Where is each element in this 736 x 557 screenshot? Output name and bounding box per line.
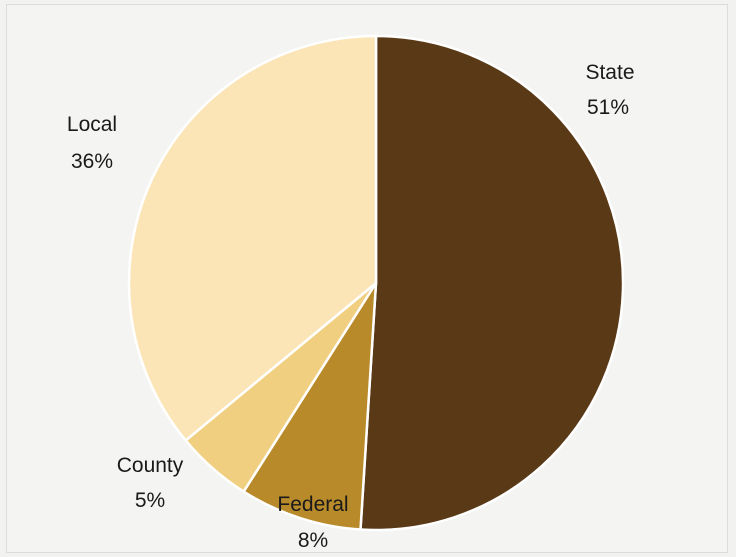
pie-slice-local bbox=[127, 34, 378, 443]
label-federal-name: Federal bbox=[277, 493, 348, 516]
label-state-value: 51% bbox=[587, 96, 629, 119]
pie-slice-federal bbox=[241, 282, 378, 531]
pie-slice-state bbox=[359, 34, 625, 532]
pie-slices bbox=[127, 34, 625, 532]
label-state-name: State bbox=[585, 61, 634, 84]
label-county-name: County bbox=[117, 454, 184, 477]
label-local-name: Local bbox=[67, 113, 117, 136]
label-federal-value: 8% bbox=[298, 529, 328, 552]
pie-labels: State 51% Federal 8% County 5% Local 36% bbox=[67, 61, 635, 552]
label-county-value: 5% bbox=[135, 489, 165, 512]
label-local-value: 36% bbox=[71, 150, 113, 173]
